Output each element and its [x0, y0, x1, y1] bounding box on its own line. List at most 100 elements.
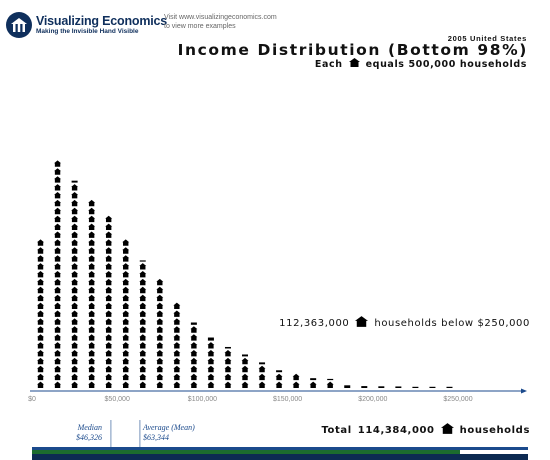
mean-value: $63,344: [143, 433, 169, 442]
bar: [54, 160, 62, 388]
house-marker-icon: [139, 271, 147, 278]
house-marker-icon: [156, 302, 164, 309]
house-marker-icon: [139, 334, 147, 341]
bar: [258, 362, 266, 388]
house-marker-icon: [173, 310, 181, 317]
house-marker-icon: [139, 342, 147, 349]
house-marker-icon: [71, 231, 79, 238]
house-marker-icon: [88, 373, 96, 381]
house-marker-icon: [173, 350, 181, 357]
house-marker-icon: [241, 381, 249, 388]
house-icon: [355, 316, 369, 330]
bar: [361, 386, 368, 388]
house-marker-icon: [122, 318, 130, 325]
bar: [190, 322, 198, 388]
bar: [88, 199, 96, 388]
house-marker-icon: [37, 278, 45, 286]
house-marker-icon: [37, 381, 45, 388]
bar: [207, 337, 215, 388]
bar: [309, 378, 317, 388]
house-marker-icon: [54, 223, 62, 230]
house-marker-icon: [71, 239, 79, 246]
brand-block[interactable]: Visualizing Economics Making the Invisib…: [6, 12, 167, 38]
house-marker-icon: [54, 294, 62, 302]
partial-house-marker: [242, 354, 248, 357]
house-marker-icon: [122, 381, 130, 388]
house-marker-icon: [139, 373, 147, 381]
house-marker-icon: [258, 365, 266, 373]
house-marker-icon: [71, 310, 79, 317]
house-marker-icon: [71, 357, 79, 365]
house-marker-icon: [105, 223, 113, 230]
brand-name: Visualizing Economics: [36, 13, 168, 28]
house-marker-icon: [88, 263, 96, 270]
house-marker-icon: [88, 357, 96, 365]
median-value: $46,326: [76, 433, 102, 442]
house-marker-icon: [173, 373, 181, 381]
house-marker-icon: [71, 373, 79, 381]
house-marker-icon: [105, 342, 113, 349]
house-marker-icon: [156, 278, 164, 286]
house-marker-icon: [88, 302, 96, 309]
house-marker-icon: [105, 271, 113, 278]
house-marker-icon: [156, 318, 164, 325]
house-marker-icon: [88, 294, 96, 302]
house-marker-icon: [71, 207, 79, 215]
house-marker-icon: [190, 373, 198, 381]
partial-house-marker: [344, 385, 351, 388]
partial-house-marker: [446, 386, 453, 388]
house-marker-icon: [105, 302, 113, 309]
house-marker-icon: [156, 342, 164, 349]
house-marker-icon: [122, 247, 130, 254]
visit-link[interactable]: Visit www.visualizingeconomics.com to vi…: [164, 14, 277, 31]
stat-bars: [32, 420, 528, 460]
house-marker-icon: [54, 255, 62, 262]
house-marker-icon: [190, 381, 198, 388]
house-marker-icon: [156, 365, 164, 373]
house-marker-icon: [88, 318, 96, 325]
house-marker-icon: [54, 342, 62, 349]
total-prefix: Total: [321, 424, 352, 436]
below-text: households below $250,000: [374, 317, 530, 329]
house-marker-icon: [88, 199, 96, 207]
below-250k-annotation: 112,363,000 households below $250,000: [279, 316, 530, 330]
house-marker-icon: [105, 294, 113, 302]
bar: [412, 386, 419, 388]
house-marker-icon: [156, 326, 164, 333]
house-marker-icon: [122, 310, 130, 317]
partial-house-marker: [327, 378, 334, 381]
house-marker-icon: [326, 381, 334, 388]
house-marker-icon: [37, 263, 45, 270]
house-icon: [348, 58, 360, 70]
house-marker-icon: [88, 342, 96, 349]
below-value: 112,363,000: [279, 317, 350, 329]
total-households-bar: [32, 454, 528, 460]
house-marker-icon: [190, 326, 198, 333]
house-marker-icon: [54, 381, 62, 388]
partial-house-marker: [190, 322, 197, 325]
house-marker-icon: [37, 247, 45, 254]
house-marker-icon: [224, 373, 232, 381]
bar: [326, 378, 334, 388]
house-marker-icon: [122, 239, 130, 246]
house-marker-icon: [105, 373, 113, 381]
x-axis-ticks: $0 $50,000 $100,000 $150,000 $200,000 $250,00…: [28, 396, 473, 403]
house-marker-icon: [122, 342, 130, 349]
house-marker-icon: [207, 373, 215, 381]
partial-house-marker: [395, 386, 402, 388]
house-marker-icon: [54, 357, 62, 365]
bar: [275, 370, 283, 388]
median-label: Median: [77, 423, 102, 432]
house-marker-icon: [54, 160, 62, 167]
house-marker-icon: [54, 350, 62, 357]
partial-house-marker: [207, 337, 214, 341]
house-marker-icon: [190, 334, 198, 341]
house-marker-icon: [54, 199, 62, 207]
house-marker-icon: [122, 302, 130, 309]
house-marker-icon: [224, 381, 232, 388]
house-marker-icon: [105, 310, 113, 317]
house-marker-icon: [173, 381, 181, 388]
house-marker-icon: [258, 373, 266, 381]
house-marker-icon: [71, 192, 79, 199]
x-tick-label: $50,000: [105, 396, 130, 403]
